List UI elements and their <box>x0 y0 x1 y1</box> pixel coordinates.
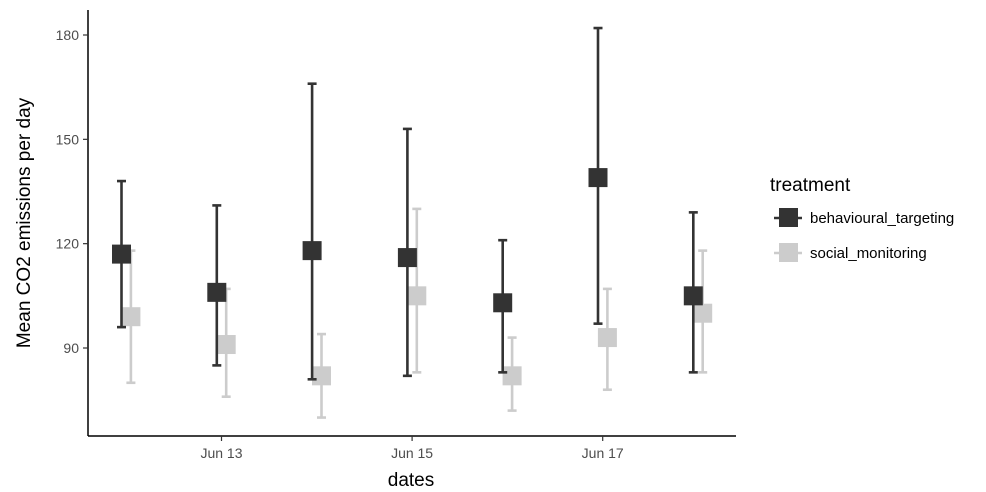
data-point <box>112 244 131 264</box>
x-tick-label: Jun 15 <box>391 445 433 461</box>
data-point <box>693 303 713 323</box>
y-axis-title: Mean CO2 emissions per day <box>14 97 35 348</box>
y-tick-label: 180 <box>56 27 80 43</box>
legend-label-social-monitoring: social_monitoring <box>810 245 927 262</box>
legend-title: treatment <box>770 175 851 196</box>
series-behavioural-targeting <box>112 26 703 381</box>
data-point <box>407 286 427 306</box>
axes <box>87 10 736 437</box>
data-point <box>493 293 513 313</box>
tick-group: 90 120 150 180 Jun 13 Jun 15 Jun 17 <box>56 27 624 461</box>
y-tick-label: 150 <box>56 131 80 147</box>
data-point <box>207 282 227 302</box>
data-point <box>683 286 703 306</box>
x-tick-label: Jun 17 <box>582 445 624 461</box>
legend-item-behavioural-targeting: behavioural_targeting <box>774 208 954 227</box>
data-point <box>588 168 608 188</box>
data-point <box>216 335 236 355</box>
x-tick-label: Jun 13 <box>200 445 242 461</box>
legend-label-behavioural-targeting: behavioural_targeting <box>810 210 954 227</box>
legend: treatment behavioural_targeting social_m… <box>770 175 954 262</box>
x-axis-title: dates <box>388 470 434 491</box>
data-point <box>397 248 417 268</box>
y-tick-label: 90 <box>63 340 79 356</box>
data-point <box>312 366 331 386</box>
data-point <box>121 307 141 327</box>
data-point <box>502 366 522 386</box>
legend-key-square-behavioural-targeting <box>779 208 798 227</box>
data-point <box>302 241 322 261</box>
chart-marks <box>112 26 713 419</box>
y-tick-label: 120 <box>56 236 80 252</box>
data-point <box>597 328 617 348</box>
legend-key-square-social-monitoring <box>779 243 798 262</box>
series-social-monitoring <box>121 207 713 419</box>
legend-item-social-monitoring: social_monitoring <box>774 243 927 262</box>
